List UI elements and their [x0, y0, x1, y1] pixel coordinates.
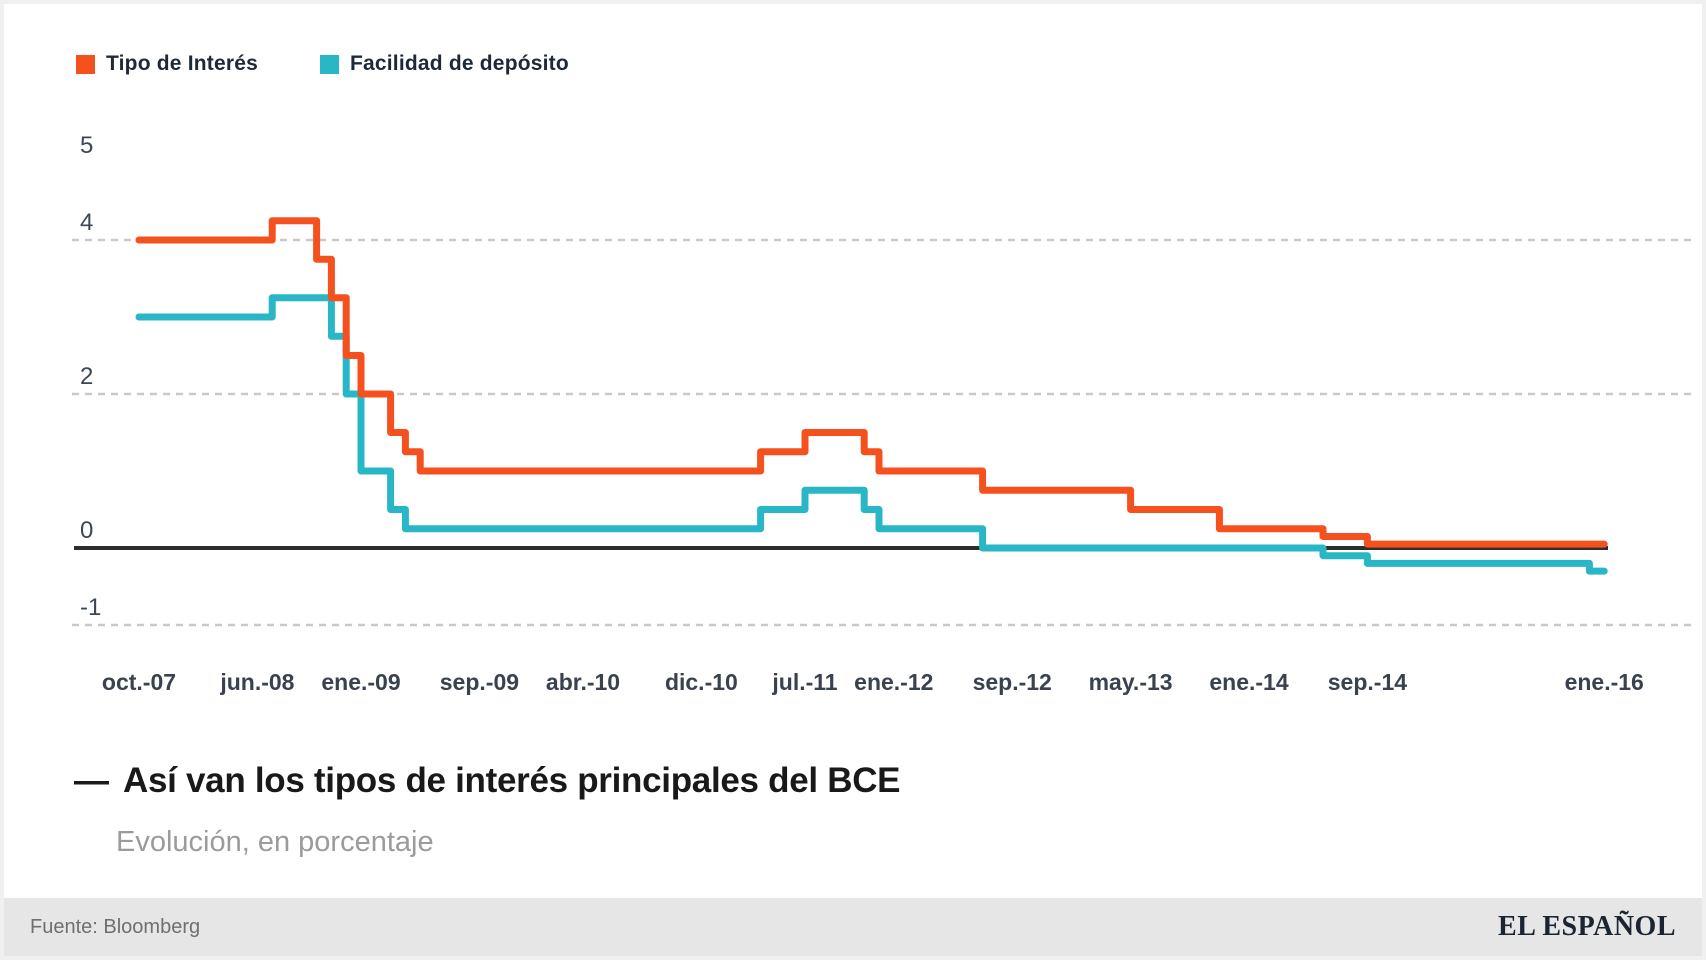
title-dash: — — [74, 761, 109, 800]
x-tick-label: oct.-07 — [102, 669, 176, 695]
legend-label-tipo-de-interes: Tipo de Interés — [106, 52, 258, 75]
chart-title-row: — Así van los tipos de interés principal… — [74, 760, 901, 802]
x-tick-label: sep.-14 — [1328, 669, 1407, 695]
y-tick-label: 5 — [80, 132, 93, 159]
x-tick-label: sep.-12 — [973, 669, 1052, 695]
el-espanol-logo: EL ESPAÑOL — [1498, 911, 1676, 942]
source-credit: Fuente: Bloomberg — [30, 915, 201, 938]
x-tick-label: sep.-09 — [440, 669, 519, 695]
x-tick-label: jul.-11 — [771, 669, 837, 695]
x-tick-label: ene.-14 — [1209, 669, 1288, 695]
legend-swatch-tipo-de-interes — [76, 54, 95, 74]
x-tick-label: dic.-10 — [665, 669, 738, 695]
y-tick-label: 4 — [80, 209, 93, 236]
legend-label-facilidad-de-deposito: Facilidad de depósito — [349, 52, 569, 75]
y-tick-label: 0 — [80, 517, 93, 544]
step-line-chart: 5 4 2 0 -1 oct.-07 jun.-08 ene.-09 sep.-09 abr.-1… — [72, 132, 1696, 695]
x-tick-label: ene.-16 — [1565, 669, 1644, 695]
x-tick-label: ene.-09 — [321, 669, 400, 695]
footer-bar: Fuente: Bloomberg EL ESPAÑOL — [4, 898, 1702, 956]
legend-item-facilidad-de-deposito: Facilidad de depósito — [319, 52, 569, 76]
x-tick-label: ene.-12 — [854, 669, 933, 695]
x-tick-label: abr.-10 — [546, 669, 620, 695]
chart-subtitle: Evolución, en porcentaje — [116, 826, 434, 858]
legend-swatch-facilidad-de-deposito — [319, 54, 339, 74]
x-tick-label: may.-13 — [1089, 669, 1173, 695]
legend-item-tipo-de-interes: Tipo de Interés — [76, 52, 258, 76]
series-line-facilidad-de-dep-sito — [135, 294, 1608, 575]
y-tick-label: -1 — [80, 594, 101, 621]
legend: Tipo de Interés Facilidad de depósito — [76, 52, 631, 76]
x-tick-label: jun.-08 — [219, 669, 294, 695]
chart-title: Así van los tipos de interés principales… — [123, 761, 901, 800]
y-tick-label: 2 — [80, 363, 93, 390]
series-line-tipo-de-inter-s — [135, 217, 1608, 548]
